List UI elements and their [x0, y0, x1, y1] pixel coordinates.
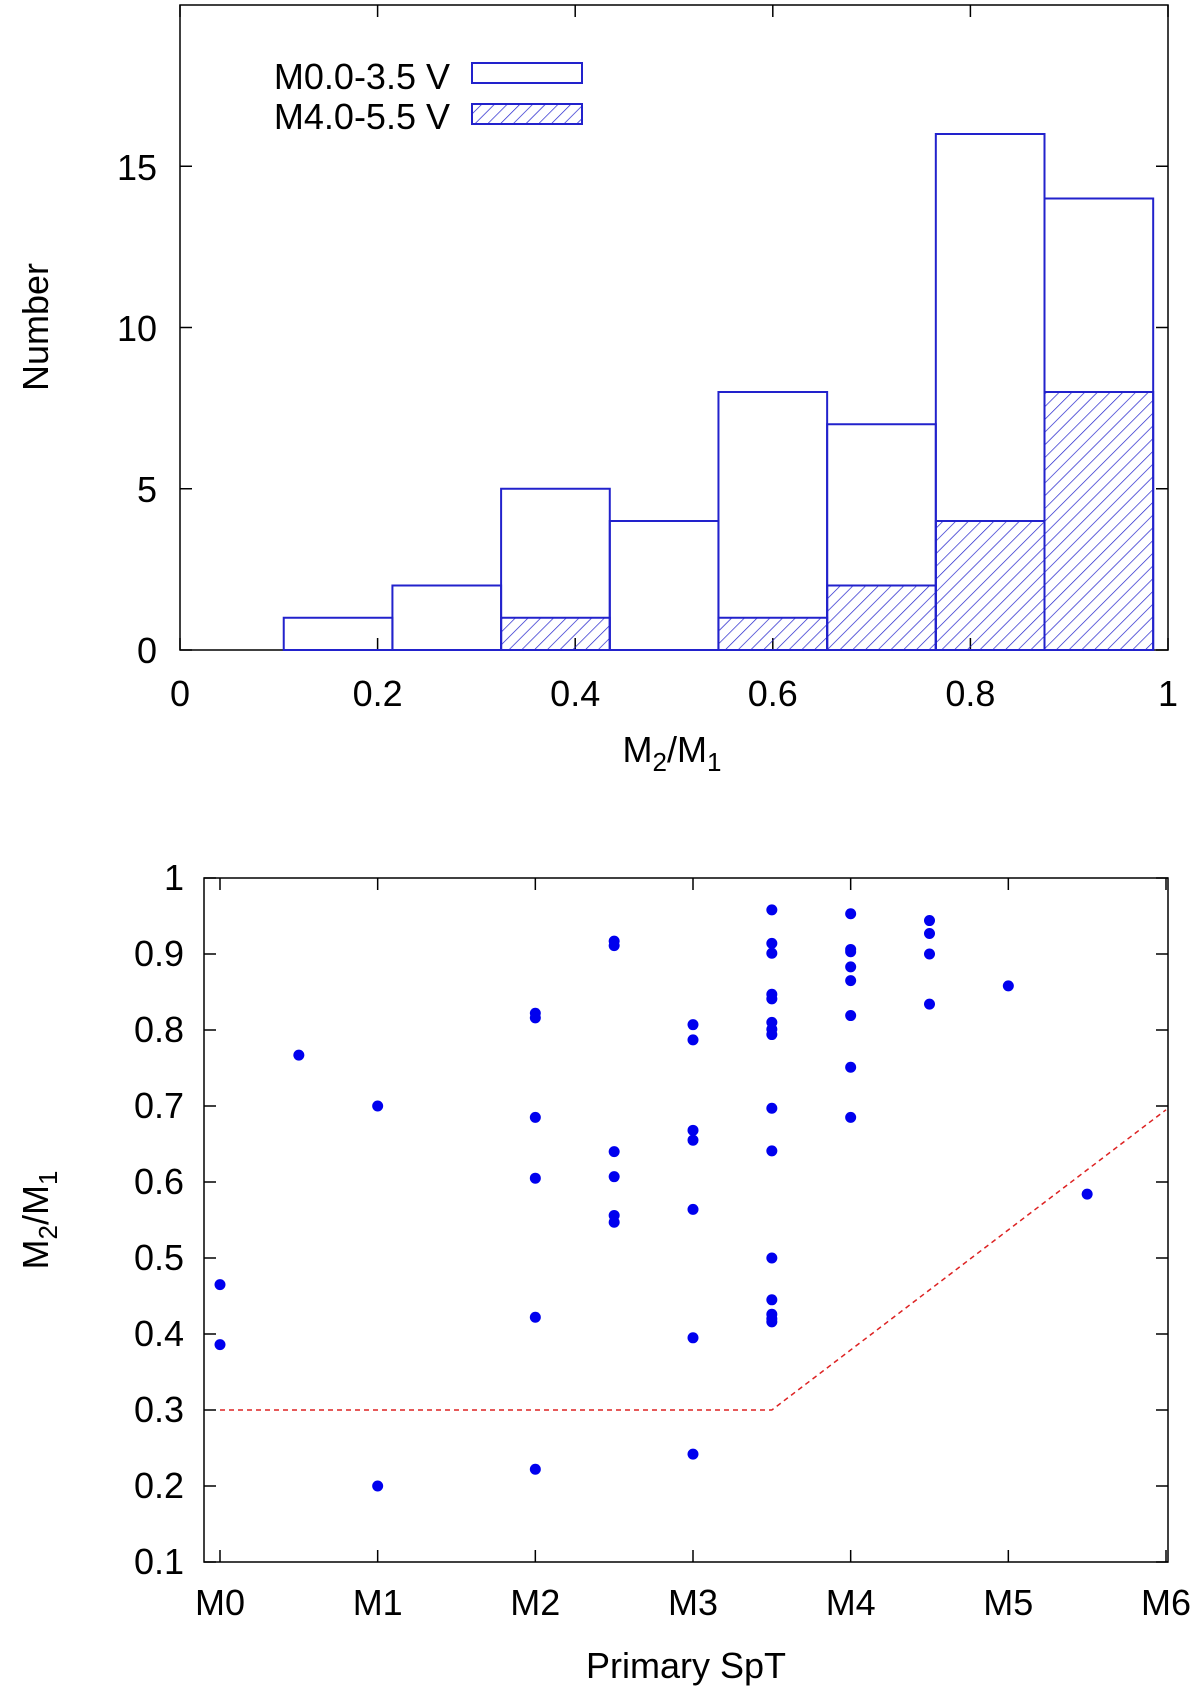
- scat-xtick-3: M3: [668, 1582, 718, 1623]
- scat-xtick-1: M1: [353, 1582, 403, 1623]
- scat-ytick-4: 0.5: [134, 1237, 184, 1278]
- scatter-point: [766, 1029, 778, 1041]
- scatter-point: [766, 1145, 778, 1157]
- scatter-point: [766, 904, 778, 916]
- bar-m4-5: [1043, 391, 1155, 651]
- scatter-point: [372, 1480, 384, 1492]
- scat-xlabel: Primary SpT: [586, 1645, 786, 1686]
- scatter-point: [687, 1203, 699, 1215]
- hist-xtick-4: 0.8: [945, 673, 995, 714]
- scat-xtick-2: M2: [510, 1582, 560, 1623]
- scatter-point: [608, 1146, 620, 1158]
- hist-xtick-1: 0.2: [353, 673, 403, 714]
- scat-ytick-9: 1: [164, 857, 184, 898]
- scat-xtick-5: M5: [983, 1582, 1033, 1623]
- scatter-point: [924, 998, 935, 1010]
- bar-m4-5: [934, 520, 1046, 651]
- scatter-point: [529, 1311, 541, 1323]
- scatter-point: [1002, 980, 1014, 992]
- bar-m0-3: [391, 584, 503, 651]
- scat-ytick-1: 0.2: [134, 1465, 184, 1506]
- hist-xlabel: M2/M1: [623, 729, 722, 777]
- scatter-point: [845, 961, 857, 973]
- scat-ytick-8: 0.9: [134, 933, 184, 974]
- scat-xtick-6: M6: [1141, 1582, 1191, 1623]
- scatter-point: [845, 1061, 857, 1073]
- scatter-point: [372, 1100, 384, 1112]
- scatter-point: [924, 915, 935, 927]
- bar-m0-3: [717, 391, 829, 651]
- hist-ytick-0: 0: [137, 630, 157, 671]
- legend: M0.0-3.5 V M4.0-5.5 V: [274, 56, 583, 137]
- legend-swatch-1: [471, 62, 583, 84]
- scatter-point: [293, 1049, 305, 1061]
- scatter-point: [687, 1134, 699, 1146]
- scatter-point: [845, 946, 857, 958]
- scatter-point: [529, 1463, 541, 1475]
- scat-ytick-3: 0.4: [134, 1313, 184, 1354]
- hist-ytick-2: 10: [117, 308, 157, 349]
- scatter-point: [766, 947, 778, 959]
- hist-ylabel: Number: [15, 263, 56, 391]
- hist-xtick-5: 1: [1158, 673, 1178, 714]
- scatter-point: [214, 1339, 226, 1351]
- legend-label-2: M4.0-5.5 V: [274, 96, 450, 137]
- scatter-point: [608, 1216, 620, 1228]
- hist-ytick-3: 15: [117, 147, 157, 188]
- scat-xtick-4: M4: [826, 1582, 876, 1623]
- scatter-point: [687, 1019, 699, 1031]
- scat-ylabel: M2/M1: [15, 1171, 63, 1270]
- scatter-point: [766, 1294, 778, 1306]
- scat-ytick-2: 0.3: [134, 1389, 184, 1430]
- bar-m0-3: [608, 520, 720, 651]
- bar-m4-5: [717, 616, 829, 651]
- hist-xtick-3: 0.6: [748, 673, 798, 714]
- legend-swatch-2: [471, 103, 583, 125]
- scatter-point: [687, 1124, 699, 1136]
- scatter-point: [845, 1111, 857, 1123]
- scatter-point: [529, 1111, 541, 1123]
- histogram-panel: 0 0.2 0.4 0.6 0.8 1 0 5 10 15 M2/M1 Numb…: [15, 4, 1178, 777]
- scatter-point: [687, 1448, 699, 1460]
- scatter-point: [1081, 1188, 1093, 1200]
- hist-xtick-0: 0: [170, 673, 190, 714]
- scatter-point: [529, 1012, 541, 1024]
- scatter-point: [529, 1172, 541, 1184]
- scatter-point: [766, 1316, 778, 1328]
- histogram-bars: [282, 133, 1155, 651]
- scatter-point: [845, 1010, 857, 1022]
- scat-ytick-0: 0.1: [134, 1541, 184, 1582]
- scatter-point: [766, 1102, 778, 1114]
- threshold-line: [220, 1109, 1167, 1411]
- scatter-point: [608, 1171, 620, 1183]
- scatter-point: [687, 1332, 699, 1344]
- scat-ytick-6: 0.7: [134, 1085, 184, 1126]
- scatter-point: [845, 975, 857, 987]
- scatter-point: [214, 1279, 226, 1291]
- scat-ytick-7: 0.8: [134, 1009, 184, 1050]
- hist-xtick-2: 0.4: [550, 673, 600, 714]
- scatter-frame: [203, 877, 1169, 1563]
- scatter-point: [845, 908, 857, 920]
- bar-m0-3: [282, 616, 394, 651]
- scatter-point: [766, 1252, 778, 1264]
- scatter-points: [214, 904, 1093, 1492]
- legend-label-1: M0.0-3.5 V: [274, 56, 450, 97]
- scat-xtick-0: M0: [195, 1582, 245, 1623]
- scat-ytick-5: 0.6: [134, 1161, 184, 1202]
- scatter-ticks: [204, 877, 1168, 1563]
- scatter-point: [924, 927, 935, 939]
- scatter-point: [924, 948, 935, 960]
- scatter-point: [608, 940, 620, 952]
- scatter-point: [766, 993, 778, 1005]
- hist-ytick-1: 5: [137, 469, 157, 510]
- bar-m4-5: [500, 616, 611, 651]
- bar-m4-5: [826, 584, 937, 651]
- scatter-point: [766, 937, 778, 949]
- scatter-panel: M0 M1 M2 M3 M4 M5 M6 0.1 0.2 0.3 0.4 0.5…: [15, 857, 1191, 1686]
- scatter-point: [687, 1034, 699, 1046]
